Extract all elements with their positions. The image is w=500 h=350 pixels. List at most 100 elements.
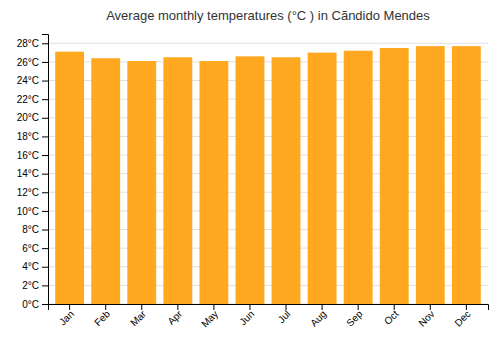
y-axis-line: [42, 35, 49, 305]
x-tick-mark: [430, 304, 431, 310]
x-tick-label: Apr: [165, 308, 184, 327]
x-tick-mark: [322, 304, 323, 310]
y-tick: 8°C: [22, 224, 48, 235]
bar: [380, 48, 409, 304]
y-tick-label: 20°C: [17, 112, 39, 123]
y-tick-mark: [42, 248, 48, 249]
x-tick-mark: [249, 304, 250, 310]
bar: [55, 52, 84, 304]
y-tick-mark: [42, 192, 48, 193]
y-tick-mark: [42, 285, 48, 286]
y-tick: 4°C: [22, 261, 48, 272]
y-tick-label: 26°C: [17, 57, 39, 68]
y-tick-mark: [42, 267, 48, 268]
y-tick-mark: [42, 174, 48, 175]
y-tick-mark: [42, 81, 48, 82]
x-tick-mark: [177, 304, 178, 310]
x-tick-mark: [394, 304, 395, 310]
x-axis-line: [49, 305, 489, 311]
x-tick: Feb: [92, 304, 112, 328]
y-tick: 10°C: [17, 206, 48, 217]
x-tick-label: Feb: [92, 308, 112, 328]
y-tick: 12°C: [17, 187, 48, 198]
y-tick-mark: [42, 136, 48, 137]
y-tick: 14°C: [17, 168, 48, 179]
x-tick: Dec: [452, 304, 472, 329]
y-tick: 28°C: [17, 38, 48, 49]
x-tick-mark: [141, 304, 142, 310]
y-tick-label: 8°C: [22, 224, 39, 235]
bar: [452, 46, 481, 304]
x-tick: May: [199, 304, 220, 329]
y-tick-mark: [42, 230, 48, 231]
x-tick: Apr: [165, 304, 184, 327]
x-tick-label: Sep: [344, 308, 365, 329]
title: Average monthly temperatures (°C ) in Cã…: [106, 8, 430, 23]
y-tick-label: 22°C: [17, 94, 39, 105]
bar: [163, 57, 192, 304]
x-tick-mark: [213, 304, 214, 310]
x-tick-label: Oct: [382, 308, 401, 327]
y-tick-mark: [42, 155, 48, 156]
y-tick: 24°C: [17, 75, 48, 86]
x-tick-mark: [286, 304, 287, 310]
x-tick-label: Jul: [276, 308, 293, 325]
y-tick: 20°C: [17, 112, 48, 123]
chart: 0°C 2°C 4°C 6°C 8°C 10°C 12°C 14°C 16°C 18°C 20°C 2…: [0, 0, 500, 350]
y-tick-label: 0°C: [22, 299, 39, 310]
bar: [199, 61, 228, 304]
y-tick-mark: [42, 118, 48, 119]
x-tick-mark: [466, 304, 467, 310]
x-tick: Nov: [416, 304, 436, 329]
x-tick: Oct: [382, 304, 401, 327]
x-tick: Sep: [344, 304, 365, 329]
x-tick: Mar: [128, 304, 148, 328]
bar: [127, 61, 156, 304]
grid-line: [48, 43, 488, 44]
plot-area: 0°C 2°C 4°C 6°C 8°C 10°C 12°C 14°C 16°C 18°C 20°C 2…: [17, 35, 489, 330]
x-tick-label: Mar: [128, 308, 148, 328]
y-tick-label: 18°C: [17, 131, 39, 142]
y-tick-mark: [42, 62, 48, 63]
y-tick: 0°C: [22, 299, 48, 310]
x-tick: Jun: [237, 304, 256, 327]
grid: [48, 43, 488, 304]
y-tick: 16°C: [17, 150, 48, 161]
y-tick-label: 12°C: [17, 187, 39, 198]
y-tick-mark: [42, 99, 48, 100]
y-tick-label: 16°C: [17, 150, 39, 161]
x-tick-mark: [105, 304, 106, 310]
x-tick: Aug: [308, 304, 328, 329]
y-tick-label: 24°C: [17, 75, 39, 86]
bar: [344, 51, 373, 304]
x-tick: Jan: [57, 304, 76, 327]
bar: [236, 56, 265, 304]
y-axis: 0°C 2°C 4°C 6°C 8°C 10°C 12°C 14°C 16°C 18°C 20°C 2…: [17, 35, 49, 310]
bar: [272, 57, 301, 304]
x-tick: Jul: [276, 304, 293, 325]
bars: [55, 46, 481, 304]
x-tick-label: Aug: [308, 308, 328, 328]
y-tick: 18°C: [17, 131, 48, 142]
x-tick-label: Jan: [57, 308, 76, 327]
y-tick-label: 4°C: [22, 261, 39, 272]
x-tick-label: Dec: [452, 308, 472, 328]
x-axis: Jan Feb Mar Apr May Jun Jul Aug Sep Oct Nov Dec: [49, 304, 489, 329]
y-tick-label: 6°C: [22, 243, 39, 254]
y-tick: 22°C: [17, 94, 48, 105]
x-tick-label: Nov: [416, 308, 436, 328]
x-tick-mark: [69, 304, 70, 310]
y-tick-mark: [42, 43, 48, 44]
y-tick-label: 2°C: [22, 280, 39, 291]
x-tick-label: Jun: [237, 308, 256, 327]
y-tick-label: 10°C: [17, 206, 39, 217]
x-tick-mark: [358, 304, 359, 310]
y-tick: 2°C: [22, 280, 48, 291]
y-tick-label: 28°C: [17, 38, 39, 49]
y-tick-mark: [42, 304, 48, 305]
x-tick-label: May: [199, 308, 220, 329]
bar: [308, 53, 337, 304]
y-tick: 6°C: [22, 243, 48, 254]
y-tick-mark: [42, 211, 48, 212]
y-tick-label: 14°C: [17, 168, 39, 179]
